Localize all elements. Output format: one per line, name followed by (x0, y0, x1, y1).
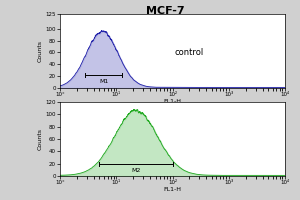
Y-axis label: Counts: Counts (38, 128, 43, 150)
X-axis label: FL1-H: FL1-H (164, 187, 181, 192)
Y-axis label: Counts: Counts (38, 40, 43, 62)
Text: control: control (175, 48, 204, 57)
Text: M2: M2 (131, 168, 141, 173)
X-axis label: FL1-H: FL1-H (164, 99, 181, 104)
Text: MCF-7: MCF-7 (146, 6, 184, 16)
Text: M1: M1 (99, 79, 108, 84)
